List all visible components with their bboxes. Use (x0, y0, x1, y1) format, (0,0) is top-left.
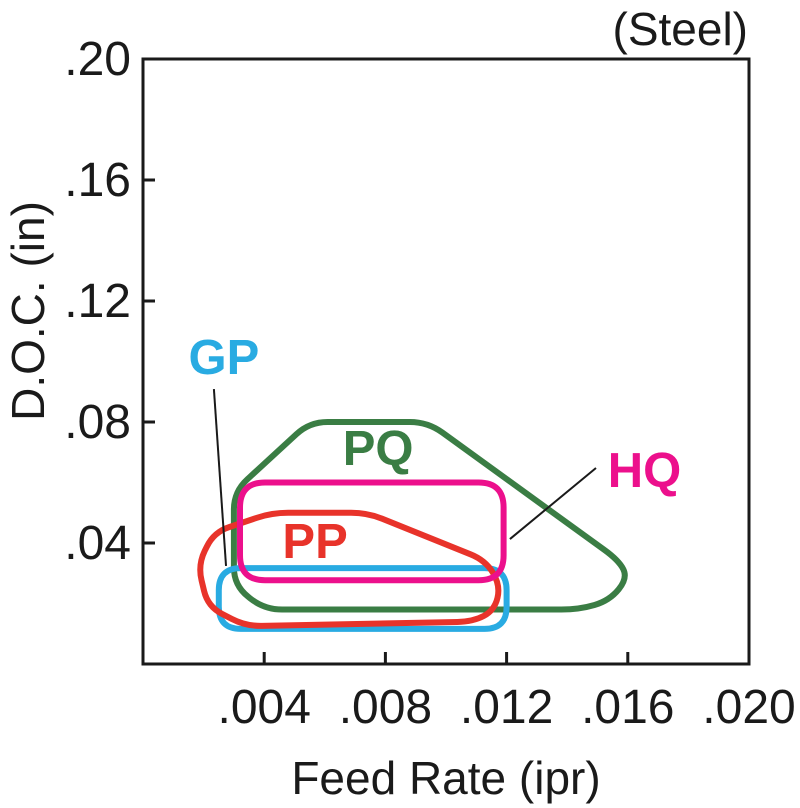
regions-layer (197, 419, 628, 632)
region-pq-outline (230, 419, 628, 613)
x-tick-label: .012 (460, 681, 553, 734)
region-label-gp: GP (189, 331, 260, 385)
region-label-hq: HQ (608, 444, 682, 498)
x-tick-label: .004 (217, 681, 310, 734)
region-labels-layer: PQ GP PP HQ (189, 331, 682, 569)
plot-border (141, 57, 751, 666)
region-gp-outline (215, 565, 510, 632)
region-label-pq: PQ (343, 422, 414, 476)
y-tick-label: .12 (64, 275, 131, 328)
region-pp-outline (197, 509, 502, 629)
y-tick-label: .04 (64, 517, 131, 570)
axes-layer (141, 57, 751, 666)
y-tick-label: .20 (64, 33, 131, 86)
region-label-pp: PP (282, 515, 347, 569)
x-tick-label: .020 (702, 681, 795, 734)
hq-leader-line (509, 467, 597, 540)
leader-lines-layer (212, 388, 597, 567)
chart-title: (Steel) (613, 3, 748, 55)
y-axis-title: D.O.C. (in) (2, 201, 54, 421)
region-hq-outline (237, 479, 507, 584)
x-axis-title: Feed Rate (ipr) (291, 752, 600, 804)
tick-labels-layer: .004 .008 .012 .016 .020 .04 .08 .12 .16 .20 (64, 33, 795, 734)
gp-leader-line (212, 388, 228, 567)
x-tick-label: .008 (339, 681, 432, 734)
y-tick-label: .16 (64, 154, 131, 207)
y-tick-label: .08 (64, 396, 131, 449)
x-tick-label: .016 (581, 681, 674, 734)
